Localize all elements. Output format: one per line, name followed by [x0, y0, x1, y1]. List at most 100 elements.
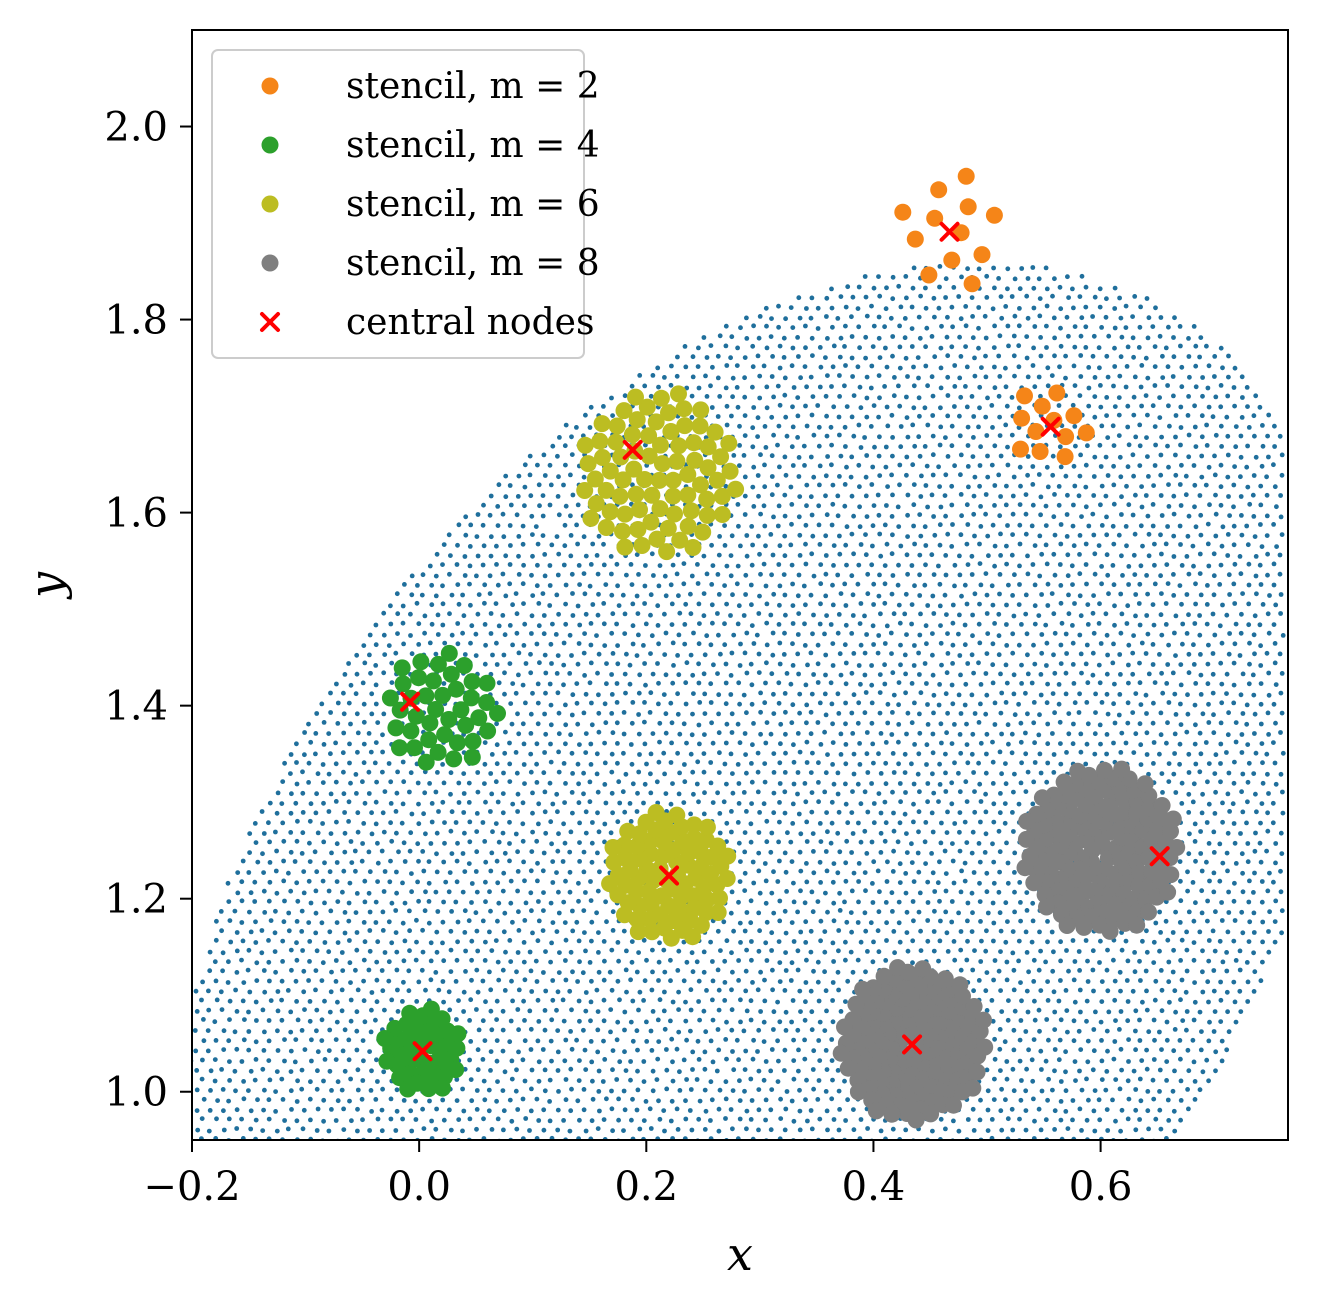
domain-node [615, 819, 621, 825]
domain-node [1018, 720, 1024, 726]
domain-node [835, 870, 841, 876]
domain-node [556, 831, 561, 837]
domain-node [1023, 1029, 1029, 1034]
domain-node [790, 998, 796, 1003]
domain-node [1076, 710, 1082, 715]
domain-node [681, 561, 687, 566]
domain-node [583, 809, 589, 815]
domain-node [816, 522, 822, 528]
domain-node [924, 641, 929, 647]
domain-node [1104, 967, 1110, 973]
domain-node [1092, 731, 1098, 737]
domain-node [815, 959, 821, 965]
domain-node [1178, 662, 1184, 667]
domain-node [1091, 1147, 1096, 1152]
domain-node [1260, 602, 1266, 607]
domain-node [1272, 641, 1278, 646]
domain-node [1166, 504, 1172, 509]
domain-node [805, 1118, 810, 1124]
domain-node [582, 673, 587, 678]
domain-node [246, 870, 252, 875]
domain-node [609, 711, 615, 716]
domain-node [1006, 582, 1011, 588]
domain-node [1043, 1058, 1049, 1064]
domain-node [824, 1067, 830, 1072]
domain-node [783, 1106, 789, 1112]
domain-node [1085, 979, 1091, 984]
domain-node [1119, 611, 1125, 617]
domain-node [1012, 771, 1017, 777]
domain-node [730, 771, 735, 776]
domain-node [830, 663, 836, 668]
domain-node [307, 840, 312, 846]
domain-node [736, 899, 741, 905]
domain-node [267, 839, 272, 845]
domain-node [463, 948, 468, 954]
domain-node [315, 1148, 320, 1153]
domain-node [409, 1128, 415, 1134]
domain-node [878, 771, 884, 776]
domain-node [795, 791, 800, 797]
domain-node [905, 492, 911, 498]
domain-node [594, 987, 600, 993]
domain-node [604, 1096, 609, 1102]
domain-node [983, 791, 988, 797]
domain-node [361, 821, 367, 826]
domain-node [1052, 1148, 1057, 1153]
domain-node [883, 958, 889, 963]
domain-node [984, 651, 990, 656]
domain-node [1004, 680, 1010, 686]
domain-node [1104, 632, 1110, 638]
domain-node [704, 988, 709, 993]
domain-node [1219, 543, 1225, 549]
domain-node [1044, 700, 1050, 706]
domain-node [467, 1018, 472, 1023]
domain-node [1193, 524, 1199, 530]
domain-node [1206, 801, 1212, 807]
domain-node [1226, 770, 1232, 776]
domain-node [1178, 997, 1183, 1003]
domain-node [1052, 532, 1058, 538]
domain-node [781, 572, 787, 577]
domain-node [1252, 731, 1257, 736]
domain-node [722, 583, 727, 588]
domain-node [735, 762, 741, 767]
domain-node [563, 1097, 569, 1103]
domain-node [983, 511, 988, 517]
domain-node [992, 1076, 997, 1082]
domain-node [1170, 969, 1176, 975]
domain-node [1173, 909, 1178, 915]
domain-node [266, 938, 271, 943]
domain-node [600, 1079, 606, 1084]
domain-node [977, 561, 983, 566]
domain-node [609, 571, 614, 577]
domain-node [1058, 522, 1064, 527]
domain-node [1017, 502, 1023, 507]
domain-node [738, 997, 743, 1003]
domain-node [279, 801, 285, 806]
domain-node [1063, 691, 1069, 697]
domain-node [703, 1029, 709, 1035]
domain-node [962, 860, 968, 866]
domain-node [1158, 732, 1164, 738]
domain-node [300, 948, 305, 953]
domain-node [1119, 553, 1124, 559]
domain-node [938, 721, 944, 727]
domain-node [1029, 939, 1035, 945]
domain-node [1045, 484, 1051, 490]
domain-node [925, 918, 931, 923]
domain-node [816, 503, 822, 509]
domain-node [984, 928, 989, 934]
domain-node [895, 582, 901, 588]
domain-node [969, 850, 975, 856]
domain-node [373, 1017, 378, 1023]
domain-node [905, 512, 910, 518]
domain-node [434, 929, 440, 935]
domain-node [366, 849, 372, 855]
domain-node [347, 741, 352, 747]
domain-node [858, 801, 864, 807]
domain-node [1200, 969, 1205, 975]
domain-node [354, 652, 360, 658]
domain-node [1145, 1089, 1151, 1094]
domain-node [368, 1029, 374, 1035]
